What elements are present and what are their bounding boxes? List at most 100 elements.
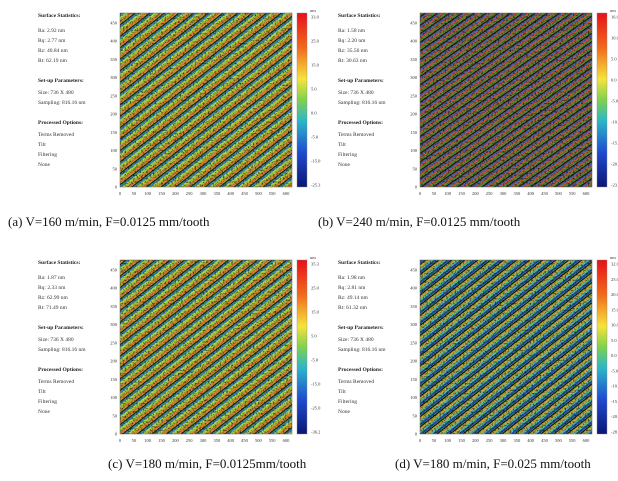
option: Terms Removed xyxy=(338,132,374,138)
x-tick-label: 200 xyxy=(472,191,480,196)
colorbar-tick-label: -15.0 xyxy=(611,399,618,404)
colorbar-unit: um xyxy=(310,8,316,13)
stat: Ra: 2.92 nm xyxy=(38,28,66,34)
options-title: Processed Options: xyxy=(38,367,83,373)
option: Terms Removed xyxy=(338,379,374,385)
x-tick-label: 300 xyxy=(200,438,208,443)
colorbar-tick-label: 5.0 xyxy=(311,334,317,339)
colorbar-tick-label: 5.0 xyxy=(611,338,617,343)
x-tick-label: 150 xyxy=(458,438,466,443)
stat: Ra: 1.98 nm xyxy=(338,275,366,281)
x-tick-label: 600 xyxy=(583,191,591,196)
caption: (a) V=160 m/min, F=0.0125 mm/tooth xyxy=(8,214,210,229)
option: None xyxy=(38,162,50,168)
colorbar-tick-label: -15.0 xyxy=(611,141,618,146)
x-tick-label: 150 xyxy=(158,191,166,196)
panel: Surface Statistics:Ra: 1.98 nmRq: 2.81 n… xyxy=(338,255,618,471)
stats-title: Surface Statistics: xyxy=(338,13,380,19)
colorbar-tick-label: 5.0 xyxy=(611,57,617,62)
options-title: Processed Options: xyxy=(38,120,83,126)
colorbar-tick-label: 15.0 xyxy=(311,63,320,68)
colorbar-tick-label: 0.0 xyxy=(611,353,617,358)
colorbar-tick-label: -5.0 xyxy=(311,358,319,363)
y-tick-label: 450 xyxy=(410,268,418,273)
x-tick-label: 600 xyxy=(283,191,291,196)
x-tick-label: 400 xyxy=(527,438,535,443)
option: Terms Removed xyxy=(38,379,74,385)
colorbar-tick-label: 25.0 xyxy=(311,39,320,44)
x-tick-label: 350 xyxy=(513,438,521,443)
stat: Rz: 35.56 nm xyxy=(338,48,369,54)
x-tick-label: 450 xyxy=(541,438,549,443)
x-tick-label: 50 xyxy=(132,438,137,443)
stat: Rq: 2.33 nm xyxy=(38,285,66,291)
x-tick-label: 250 xyxy=(186,438,194,443)
caption: (b) V=240 m/min, F=0.0125 mm/tooth xyxy=(318,214,521,229)
x-tick-label: 450 xyxy=(541,191,549,196)
colorbar-tick-label: 16.0 xyxy=(611,15,618,20)
surface-noise xyxy=(120,260,292,434)
option: Filtering xyxy=(38,399,57,405)
colorbar-unit: um xyxy=(610,255,616,260)
y-tick-label: 150 xyxy=(410,130,418,135)
colorbar-tick-label: 25.0 xyxy=(611,277,618,282)
figure: Surface Statistics: Ra: 2.92 nm Rq: 2.77 n… xyxy=(0,0,618,476)
y-tick-label: 350 xyxy=(410,57,418,62)
colorbar-tick-label: 15.0 xyxy=(311,310,320,315)
options-title: Processed Options: xyxy=(338,367,383,373)
colorbar-unit: um xyxy=(610,8,616,13)
setup-line: Size: 736 X 480 xyxy=(38,90,74,96)
setup-line: Sampling: 816.16 nm xyxy=(338,100,386,106)
x-tick-label: 100 xyxy=(144,191,152,196)
y-tick-label: 150 xyxy=(410,377,418,382)
surface-noise xyxy=(420,13,592,187)
setup-title: Set-up Parameters: xyxy=(38,78,84,84)
option: None xyxy=(338,162,350,168)
y-tick-label: 300 xyxy=(110,75,118,80)
x-tick-label: 600 xyxy=(583,438,591,443)
colorbar-tick-label: 10.0 xyxy=(611,36,618,41)
option: Filtering xyxy=(338,152,357,158)
stat: Ra: 1.58 nm xyxy=(338,28,366,34)
y-tick-label: 200 xyxy=(110,359,118,364)
x-tick-label: 300 xyxy=(500,438,508,443)
option: Tilt xyxy=(338,142,346,148)
x-tick-label: 550 xyxy=(569,438,577,443)
colorbar-tick-label: -10.0 xyxy=(611,384,618,389)
x-tick-label: 150 xyxy=(458,191,466,196)
option: Filtering xyxy=(338,399,357,405)
colorbar-tick-label: 10.0 xyxy=(611,323,618,328)
y-tick-label: 400 xyxy=(410,286,418,291)
colorbar-tick-label: -36.2 xyxy=(311,430,320,435)
x-tick-label: 500 xyxy=(555,191,563,196)
stat: Rz: 62.99 nm xyxy=(38,295,69,301)
x-tick-label: 300 xyxy=(200,191,208,196)
y-tick-label: 350 xyxy=(110,57,118,62)
x-tick-label: 550 xyxy=(269,191,277,196)
colorbar-tick-label: -10.0 xyxy=(611,120,618,125)
y-tick-label: 0 xyxy=(415,185,418,190)
stats-title: Surface Statistics: xyxy=(38,13,80,19)
y-tick-label: 0 xyxy=(115,185,118,190)
colorbar-tick-label: -25.3 xyxy=(311,183,321,188)
stat: Rq: 2.77 nm xyxy=(38,38,66,44)
y-tick-label: 50 xyxy=(413,166,418,171)
x-tick-label: 400 xyxy=(227,438,235,443)
x-tick-label: 450 xyxy=(241,191,249,196)
colorbar-tick-label: -5.0 xyxy=(611,99,618,104)
caption: (d) V=180 m/min, F=0.025 mm/tooth xyxy=(395,456,591,471)
y-tick-label: 450 xyxy=(110,268,118,273)
option: None xyxy=(338,409,350,415)
x-tick-label: 100 xyxy=(144,438,152,443)
y-tick-label: 250 xyxy=(110,93,118,98)
option: Tilt xyxy=(38,142,46,148)
y-tick-label: 50 xyxy=(413,413,418,418)
x-tick-label: 500 xyxy=(555,438,563,443)
colorbar-tick-label: 0.0 xyxy=(311,111,317,116)
x-tick-label: 0 xyxy=(419,191,422,196)
setup-line: Size: 736 X 480 xyxy=(338,337,374,343)
colorbar-tick-label: -28.3 xyxy=(611,430,618,435)
setup-line: Sampling: 816.16 nm xyxy=(38,347,86,353)
colorbar-tick-label: -23.1 xyxy=(611,183,618,188)
